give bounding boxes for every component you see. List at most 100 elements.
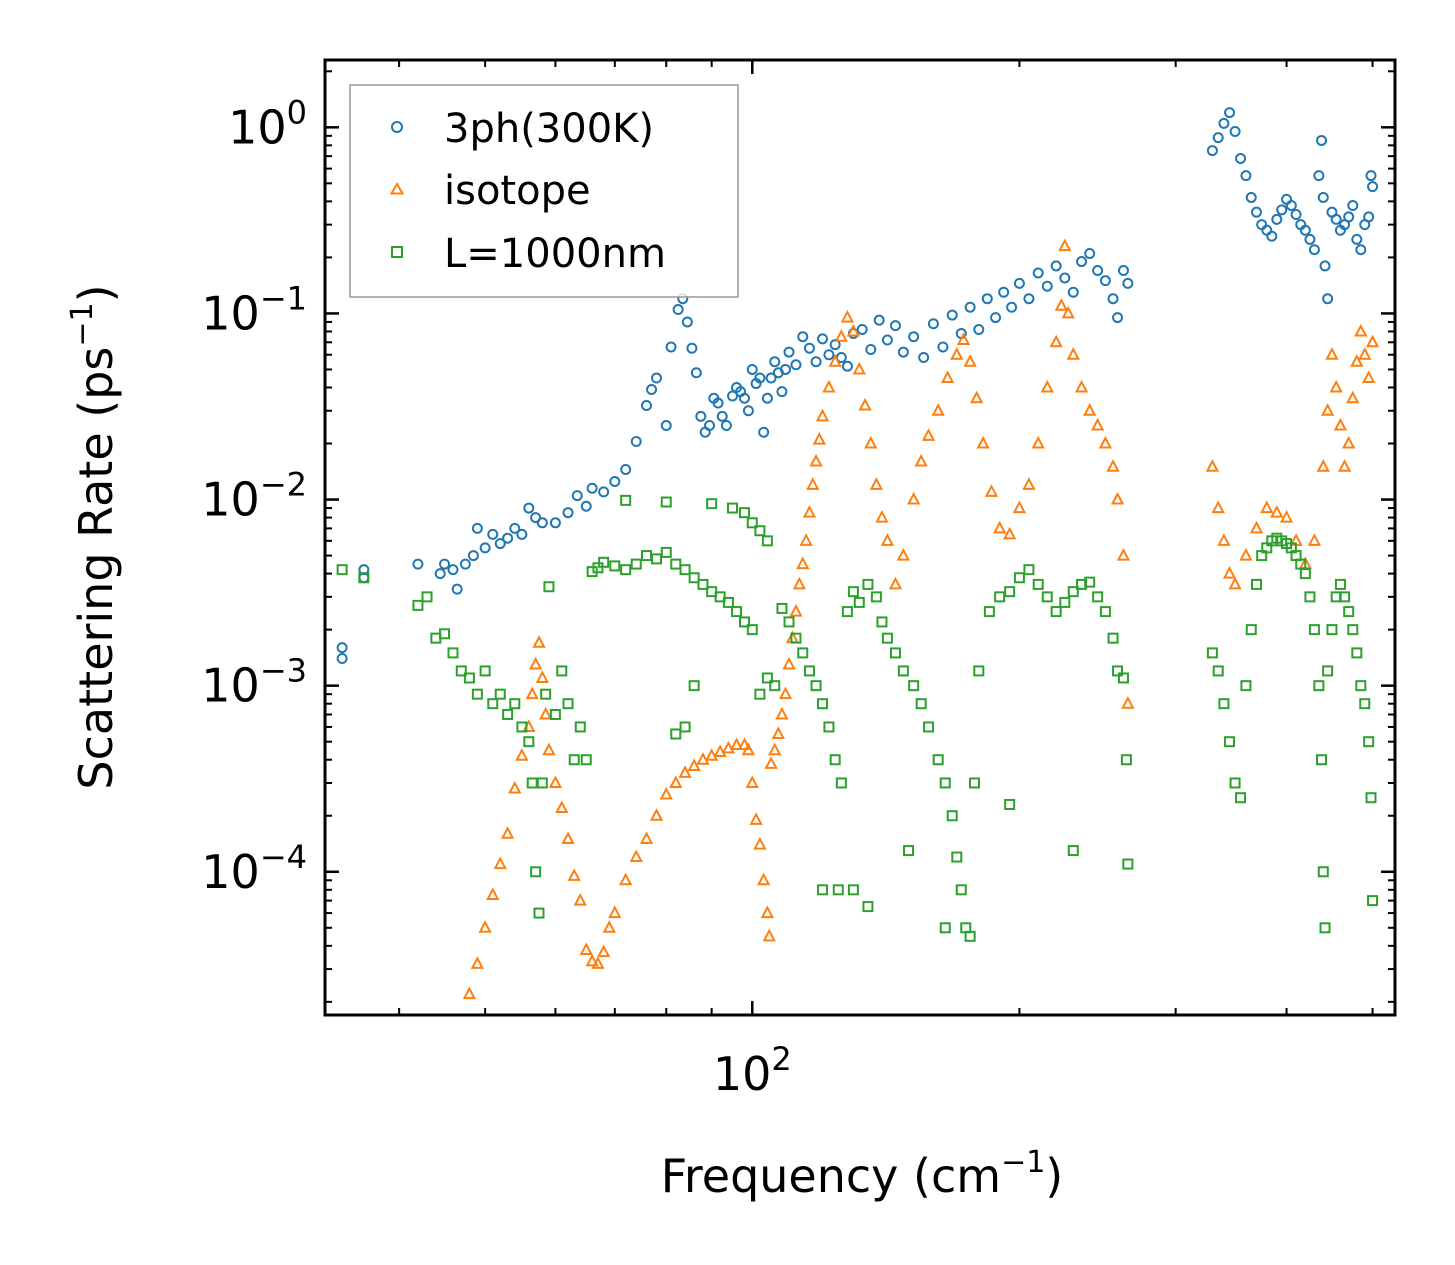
series-1: [462, 238, 1380, 1000]
data-point: [1339, 591, 1351, 603]
data-point: [548, 775, 563, 788]
data-point: [573, 892, 587, 906]
data-point: [493, 856, 507, 870]
data-point: [358, 572, 370, 584]
data-point: [832, 884, 844, 896]
data-point: [1212, 132, 1224, 144]
data-point: [336, 564, 348, 576]
data-point: [994, 591, 1006, 603]
data-point: [1299, 224, 1311, 236]
data-point: [502, 532, 514, 544]
data-point: [686, 342, 698, 354]
data-point: [749, 812, 763, 825]
data-point: [1359, 698, 1371, 710]
data-point: [596, 944, 611, 958]
data-point: [769, 680, 781, 692]
data-point: [479, 665, 491, 677]
data-point: [771, 726, 786, 739]
legend-label-isotope: isotope: [444, 168, 591, 214]
data-point: [1365, 334, 1380, 348]
data-point: [776, 602, 788, 614]
data-point: [1041, 280, 1053, 292]
plot-frame: [323, 58, 1397, 1017]
data-point: [762, 928, 776, 942]
data-point: [840, 309, 855, 323]
data-point: [990, 312, 1002, 324]
data-point: [903, 845, 915, 857]
data-point: [1110, 491, 1125, 505]
data-point: [1308, 624, 1320, 636]
data-point: [1317, 866, 1329, 878]
data-point: [525, 686, 539, 700]
data-point: [1218, 698, 1230, 710]
data-point: [1004, 586, 1016, 598]
data-point: [853, 596, 865, 608]
data-point: [639, 831, 654, 845]
data-point: [651, 553, 663, 565]
data-point: [1058, 238, 1072, 252]
data-point: [976, 435, 990, 449]
data-point: [915, 698, 927, 710]
data-point: [1050, 260, 1062, 272]
data-point: [509, 522, 521, 534]
data-point: [1076, 256, 1088, 268]
data-point: [1224, 736, 1236, 748]
data-point: [956, 332, 971, 345]
data-point: [620, 464, 632, 476]
data-point: [1245, 624, 1257, 636]
data-point: [754, 525, 766, 537]
data-point: [669, 775, 683, 788]
data-point: [758, 426, 770, 438]
data-point: [585, 953, 599, 967]
data-point: [738, 616, 750, 628]
data-point: [847, 884, 859, 896]
data-point: [1326, 624, 1338, 636]
data-point: [562, 698, 574, 710]
data-point: [803, 342, 815, 354]
data-point: [1013, 277, 1025, 289]
data-point: [1205, 459, 1220, 472]
data-point: [803, 665, 815, 677]
data-point: [651, 372, 663, 384]
data-point: [970, 390, 984, 404]
data-point: [515, 748, 529, 761]
data-point: [1308, 244, 1320, 256]
data-point: [591, 956, 605, 969]
data-point: [714, 591, 726, 603]
data-point: [731, 606, 743, 618]
y-tick-label: 10−4: [201, 838, 307, 899]
data-point: [776, 386, 788, 398]
data-point: [1041, 591, 1053, 603]
data-point: [792, 576, 807, 590]
data-point: [782, 656, 796, 670]
data-point: [1050, 606, 1062, 618]
data-point: [1249, 520, 1264, 534]
data-point: [1006, 301, 1018, 313]
data-point: [746, 363, 758, 375]
data-point: [1333, 417, 1348, 431]
data-point: [738, 392, 750, 404]
tick-layer: [325, 60, 1395, 1015]
data-point: [1271, 213, 1283, 225]
data-point: [1329, 379, 1343, 393]
data-point: [528, 656, 543, 670]
data-point: [889, 647, 901, 659]
data-point: [1074, 379, 1089, 393]
data-point: [538, 706, 553, 720]
data-point: [530, 512, 542, 524]
data-point: [852, 361, 866, 375]
data-point: [555, 800, 569, 814]
data-point: [828, 354, 842, 367]
data-point: [1122, 858, 1134, 870]
data-point: [741, 742, 756, 756]
data-point: [1032, 578, 1044, 590]
data-point: [523, 502, 535, 514]
data-point: [1059, 596, 1071, 608]
data-point: [927, 318, 939, 330]
data-point: [535, 670, 549, 683]
data-point: [932, 754, 944, 766]
data-point: [630, 558, 642, 570]
data-point: [672, 303, 684, 315]
data-point: [421, 591, 433, 603]
